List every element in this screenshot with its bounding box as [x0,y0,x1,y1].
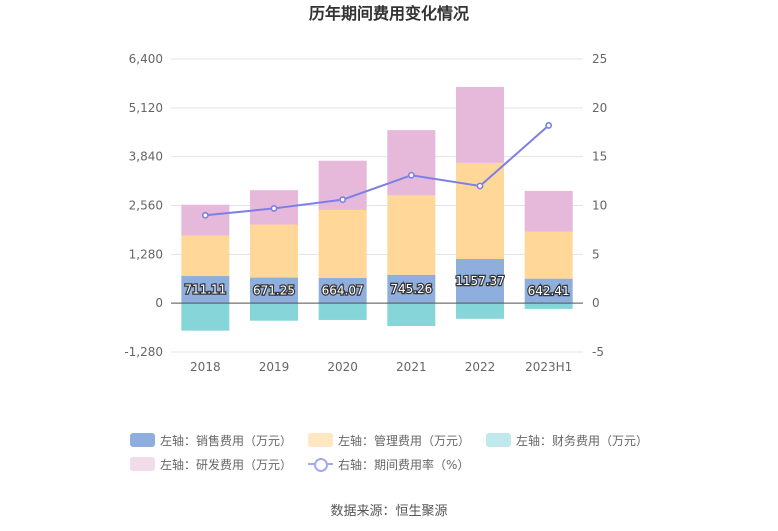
left-tick-label: 5,120 [129,101,163,115]
legend-item-sales[interactable]: 左轴：销售费用（万元） [130,432,292,449]
x-tick-label: 2019 [259,360,290,374]
bar-sales [387,274,436,304]
rate-point [201,211,209,219]
legend-label-admin: 左轴：管理费用（万元） [338,433,471,448]
right-tick-label: -5 [592,345,604,359]
bar-sales [250,277,298,304]
x-axis-ticks: 2018 2019 2020 2021 2022 2023H1 [190,360,572,374]
left-tick-label: 0 [155,296,163,310]
rate-point [476,182,484,190]
sales-data-label: 745.26 [390,282,432,296]
right-tick-label: 25 [592,52,607,66]
sales-data-label: 1157.37 [455,274,505,288]
bar-finance [318,303,367,320]
legend-label-finance: 左轴：财务费用（万元） [516,433,649,448]
bar-rd [524,190,573,232]
bar-admin [181,235,230,277]
bar-finance [250,303,298,321]
legend-item-finance[interactable]: 左轴：财务费用（万元） [486,432,648,449]
bar-finance [524,303,573,309]
rate-point [407,171,415,179]
left-axis-ticks: -1,280 0 1,280 2,560 3,840 5,120 6,400 [124,52,163,359]
bar-rd [181,204,230,236]
rate-point [545,122,553,129]
rate-series-line [205,124,550,217]
chart-title: 历年期间费用变化情况 [309,4,469,23]
legend-swatch-rate [308,457,334,472]
bar-finance [387,303,436,327]
legend-swatch-finance [486,433,512,447]
x-tick-label: 2023H1 [525,360,572,374]
legend-swatch-admin [308,433,334,447]
left-tick-label: 3,840 [129,150,163,164]
left-tick-label: 6,400 [129,52,163,66]
left-tick-label: 2,560 [129,199,163,213]
bar-admin [318,209,367,278]
sales-data-label: 671.25 [253,283,295,297]
bar-finance [456,303,504,319]
bar-admin [250,224,298,278]
x-tick-label: 2018 [190,360,221,374]
rate-point [339,196,347,204]
sales-data-label: 642.41 [528,284,570,298]
bar-labels: 711.11 671.25 664.07 745.26 1157.37 642.41 [183,273,571,299]
legend-label-sales: 左轴：销售费用（万元） [160,433,293,448]
legend-item-rate[interactable]: 右轴：期间费用率（%） [308,456,469,473]
bar-sales [524,278,573,304]
x-tick-label: 2020 [327,360,358,374]
rate-line [201,122,553,219]
bar-finance [181,303,230,331]
right-axis-ticks: -5 0 5 10 15 20 25 [592,52,607,359]
x-tick-label: 2022 [465,360,496,374]
sales-data-label: 711.11 [184,283,226,297]
data-source: 数据来源：恒生聚源 [330,504,448,519]
bar-sales [318,277,367,304]
bar-rd [387,130,436,196]
bar-admin [456,162,504,260]
grid-lines [171,58,583,353]
right-tick-label: 10 [592,199,607,213]
legend-swatch-rd [130,457,155,471]
legend-label-rate: 右轴：期间费用率（%） [338,457,470,472]
bar-admin [387,195,436,275]
right-tick-label: 0 [592,296,600,310]
right-tick-label: 15 [592,150,607,164]
bar-sales [456,259,504,304]
bars [181,86,573,331]
legend-swatch-sales [130,433,155,447]
legend-label-rd: 左轴：研发费用（万元） [160,457,293,472]
sales-data-label: 664.07 [322,283,364,297]
left-tick-label: -1,280 [124,345,163,359]
legend-item-rd[interactable]: 左轴：研发费用（万元） [130,456,292,473]
legend-item-admin[interactable]: 左轴：管理费用（万元） [308,432,470,449]
right-tick-label: 5 [592,247,600,261]
rate-point [270,205,278,212]
legend: 左轴：销售费用（万元） 左轴：管理费用（万元） 左轴：财务费用（万元） 左轴：研… [130,428,670,476]
x-tick-label: 2021 [396,360,427,374]
left-tick-label: 1,280 [129,247,163,261]
right-tick-label: 20 [592,101,607,115]
bar-rd [456,86,504,163]
bar-admin [524,231,573,279]
bar-sales [181,276,230,304]
